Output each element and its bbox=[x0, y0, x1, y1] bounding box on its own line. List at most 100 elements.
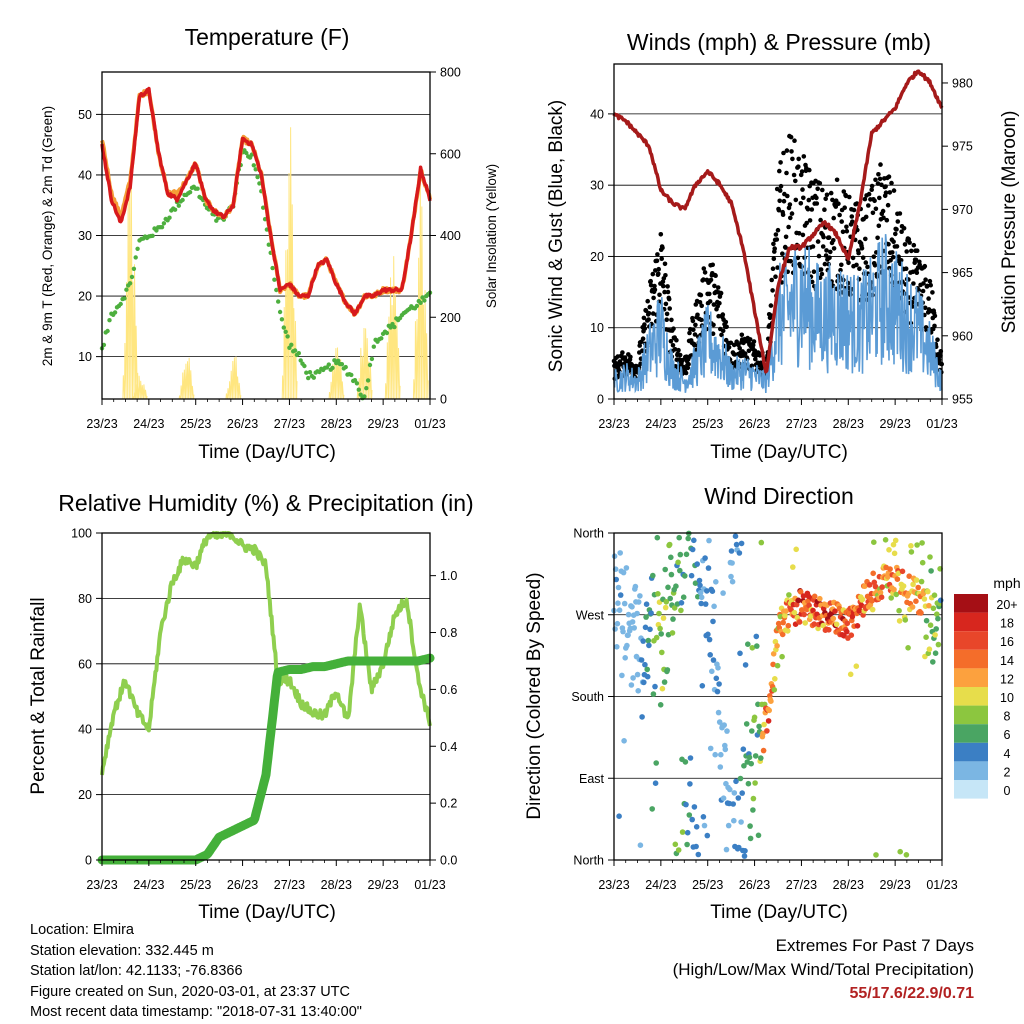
direction-point bbox=[745, 641, 751, 647]
dewpoint-point bbox=[261, 205, 266, 210]
gust-point bbox=[862, 196, 868, 202]
dewpoint-point bbox=[172, 207, 178, 212]
direction-point bbox=[752, 780, 758, 786]
gust-point bbox=[724, 324, 729, 330]
legend-label: 12 bbox=[1000, 672, 1014, 686]
recent-timestamp: Most recent data timestamp: "2018-07-31 … bbox=[30, 1004, 362, 1020]
direction-point bbox=[710, 618, 716, 625]
gust-point bbox=[817, 181, 823, 186]
gust-point bbox=[788, 215, 793, 221]
direction-point bbox=[646, 642, 652, 649]
gust-point bbox=[902, 242, 908, 247]
direction-point bbox=[625, 632, 631, 638]
direction-point bbox=[745, 780, 752, 787]
direction-point bbox=[701, 822, 708, 829]
gust-point bbox=[869, 187, 874, 192]
gust-point bbox=[707, 291, 712, 297]
gust-point bbox=[656, 271, 661, 277]
direction-point bbox=[631, 625, 637, 631]
direction-point bbox=[770, 651, 777, 657]
direction-point bbox=[668, 571, 675, 578]
solar-insolation-series bbox=[122, 127, 429, 400]
direction-point bbox=[731, 790, 738, 796]
x-tick-label: 24/23 bbox=[133, 878, 164, 892]
direction-point bbox=[749, 645, 756, 651]
direction-point bbox=[748, 760, 754, 767]
gust-point bbox=[815, 186, 820, 192]
direction-point bbox=[914, 542, 920, 548]
gust-point bbox=[656, 266, 661, 272]
dewpoint-point bbox=[302, 363, 307, 369]
gust-point bbox=[846, 260, 851, 266]
gust-point bbox=[857, 266, 862, 272]
legend-label: 2 bbox=[1004, 765, 1011, 779]
direction-point bbox=[934, 611, 940, 617]
gust-point bbox=[695, 312, 700, 318]
humidity-ylabel: Percent & Total Rainfall bbox=[28, 597, 49, 794]
direction-point bbox=[620, 569, 627, 576]
gust-point bbox=[830, 197, 835, 203]
dewpoint-point bbox=[292, 348, 298, 353]
y2-tick-label: 0 bbox=[440, 393, 447, 407]
gust-point bbox=[839, 262, 844, 268]
direction-point bbox=[728, 573, 734, 580]
gust-point bbox=[642, 322, 647, 327]
gust-point bbox=[788, 258, 793, 264]
direction-point bbox=[774, 662, 781, 669]
gust-point bbox=[891, 188, 897, 193]
direction-point bbox=[654, 534, 661, 541]
direction-point bbox=[623, 565, 630, 571]
direction-point bbox=[699, 683, 706, 689]
y2-tick-label: 0.8 bbox=[440, 626, 457, 640]
gust-point bbox=[883, 184, 888, 189]
direction-point bbox=[622, 655, 628, 661]
gust-point bbox=[844, 224, 849, 230]
dewpoint-point bbox=[272, 277, 277, 282]
dewpoint-point bbox=[326, 362, 331, 367]
legend-swatch bbox=[954, 668, 988, 687]
direction-point bbox=[711, 603, 717, 610]
direction-point bbox=[918, 610, 924, 616]
gust-point bbox=[707, 299, 713, 304]
direction-point bbox=[733, 541, 740, 548]
direction-point bbox=[629, 604, 635, 610]
x-tick-label: 27/23 bbox=[274, 878, 305, 892]
direction-point bbox=[739, 790, 745, 796]
legend-label: 16 bbox=[1000, 635, 1014, 649]
gust-point bbox=[723, 319, 729, 325]
gust-point bbox=[788, 134, 794, 140]
gust-point bbox=[913, 257, 919, 263]
y2-tick-label: 955 bbox=[952, 393, 973, 407]
direction-point bbox=[755, 701, 761, 708]
gust-point bbox=[658, 232, 664, 237]
gust-point bbox=[640, 336, 646, 342]
dewpoint-point bbox=[306, 375, 311, 381]
direction-point bbox=[908, 549, 915, 555]
solar-spike bbox=[356, 328, 373, 400]
legend-swatch bbox=[954, 594, 988, 613]
gust-point bbox=[826, 235, 832, 240]
gust-point bbox=[799, 169, 805, 174]
station-info: Location: Elmira Station elevation: 332.… bbox=[30, 920, 362, 1023]
gust-point bbox=[641, 315, 647, 321]
gust-point bbox=[824, 248, 829, 253]
gust-point bbox=[774, 237, 780, 242]
direction-point bbox=[637, 593, 643, 599]
y-tick-label: 100 bbox=[71, 527, 92, 541]
gust-point bbox=[815, 239, 821, 244]
gust-point bbox=[710, 331, 716, 337]
direction-point bbox=[750, 795, 757, 802]
direction-point bbox=[717, 764, 724, 770]
direction-point bbox=[791, 609, 798, 616]
temperature-panel: Temperature (F) 23/23 24/23 25/23 26/23 27/2… bbox=[40, 24, 499, 463]
direction-point bbox=[747, 835, 754, 842]
direction-point bbox=[662, 566, 668, 573]
gust-point bbox=[870, 210, 876, 216]
winds-ylabel: Sonic Wind & Gust (Blue, Black) bbox=[546, 100, 567, 372]
direction-point bbox=[743, 721, 750, 727]
direction-point bbox=[887, 566, 893, 572]
direction-point bbox=[902, 617, 909, 623]
gust-point bbox=[841, 189, 847, 194]
gust-point bbox=[819, 271, 825, 277]
gust-point bbox=[935, 337, 940, 343]
